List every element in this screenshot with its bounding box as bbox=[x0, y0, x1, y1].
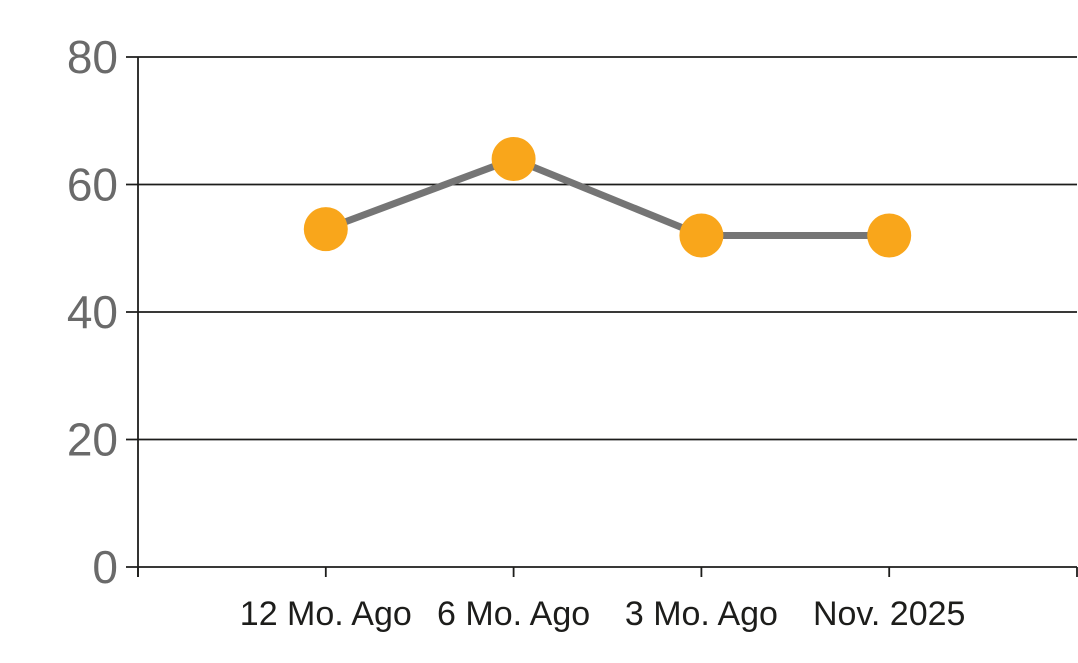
y-tick-label: 0 bbox=[92, 541, 118, 593]
x-tick-label: Nov. 2025 bbox=[813, 595, 965, 633]
x-tick-label: 3 Mo. Ago bbox=[625, 595, 778, 633]
y-tick-label: 40 bbox=[67, 286, 118, 338]
x-tick-label: 12 Mo. Ago bbox=[240, 595, 412, 633]
y-tick-label: 60 bbox=[67, 159, 118, 211]
y-tick-label: 20 bbox=[67, 414, 118, 466]
x-tick-label: 6 Mo. Ago bbox=[437, 595, 590, 633]
data-point-marker-0 bbox=[303, 207, 348, 252]
data-point-marker-3 bbox=[867, 213, 912, 258]
series-line bbox=[324, 155, 890, 239]
y-tick-label: 80 bbox=[67, 31, 118, 83]
data-point-marker-1 bbox=[491, 137, 536, 181]
data-point-marker-2 bbox=[679, 213, 724, 258]
